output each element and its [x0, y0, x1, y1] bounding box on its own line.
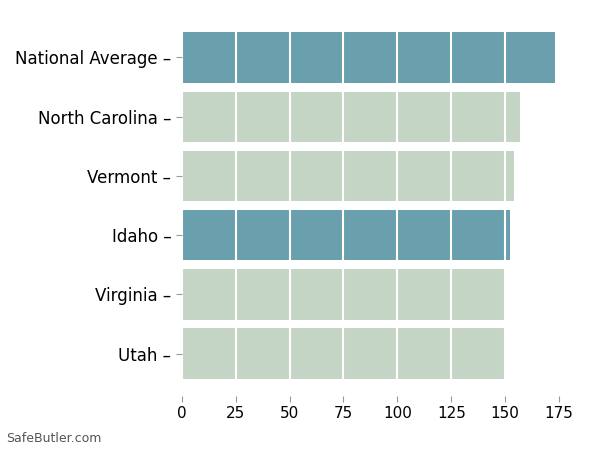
Bar	[182, 151, 514, 201]
Text: SafeButler.com: SafeButler.com	[6, 432, 101, 446]
Bar	[182, 210, 509, 260]
Bar	[182, 328, 505, 379]
Bar	[182, 32, 555, 83]
Bar	[182, 91, 520, 142]
Bar	[182, 269, 505, 319]
